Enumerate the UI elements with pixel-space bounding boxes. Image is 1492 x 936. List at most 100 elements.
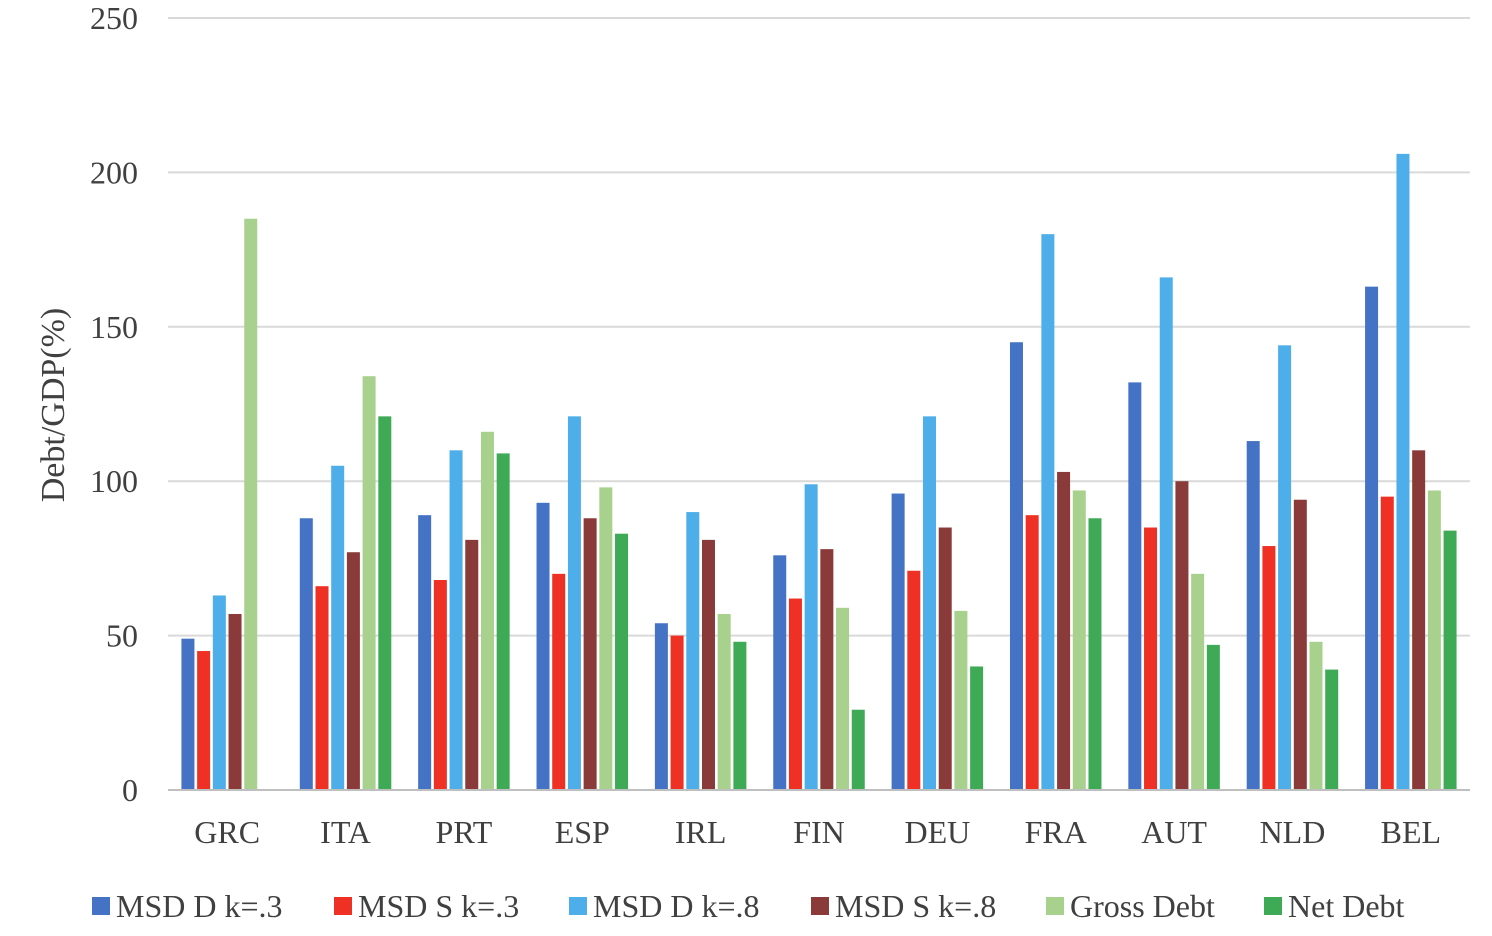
legend-swatch [1264,897,1282,915]
y-axis-label: Debt/GDP(%) [35,308,72,503]
bar-aut-series-6 [1206,644,1220,790]
bar-prt-series-5 [480,431,494,790]
legend-swatch [811,897,829,915]
bar-prt-series-6 [496,453,510,790]
bar-prt-series-3 [449,450,463,790]
legend-swatch [1046,897,1064,915]
bar-irl-series-5 [717,613,731,790]
bar-grc-series-4 [228,613,242,790]
bar-grc-series-2 [197,651,211,790]
x-axis-categories: GRC ITA PRT ESP IRL FIN DEU FRA AUT NLD BEL [194,814,1441,850]
bar-fin-series-4 [820,549,834,790]
bar-grc-series-5 [244,218,258,791]
legend-label: MSD S k=.3 [358,888,519,924]
bar-deu-series-3 [923,416,937,790]
legend: MSD D k=.3 MSD S k=.3 MSD D k=.8 MSD S k=.8… [92,888,1405,924]
bar-ita-series-1 [299,518,313,790]
x-category-label: DEU [904,814,970,850]
bar-irl-series-3 [686,512,700,790]
bar-fin-series-2 [788,598,802,790]
bar-ita-series-4 [346,552,360,790]
bar-aut-series-4 [1175,481,1189,790]
bar-ita-series-2 [315,586,329,790]
legend-swatch [92,897,110,915]
bar-esp-series-4 [583,518,597,790]
y-tick-label: 250 [90,0,138,36]
x-category-label: GRC [194,814,260,850]
y-tick-label: 0 [122,772,138,808]
legend-label: Net Debt [1288,888,1405,924]
bar-nld-series-3 [1278,345,1292,790]
bar-bel-series-5 [1427,490,1441,790]
bars [181,153,1457,791]
x-category-label: AUT [1141,814,1207,850]
bar-aut-series-2 [1144,527,1158,790]
bar-nld-series-2 [1262,546,1276,790]
legend-label: MSD D k=.3 [116,888,283,924]
y-tick-label: 50 [106,618,138,654]
bar-ita-series-3 [331,465,345,790]
bar-irl-series-2 [670,635,684,790]
bar-deu-series-1 [891,493,905,790]
bar-aut-series-3 [1159,277,1173,791]
bar-bel-series-1 [1365,286,1379,790]
bar-irl-series-6 [733,641,747,790]
bar-nld-series-5 [1309,641,1323,790]
bar-nld-series-6 [1325,669,1339,790]
bar-fin-series-6 [851,709,865,790]
bar-nld-series-1 [1246,441,1260,790]
bar-fra-series-2 [1025,515,1039,790]
x-category-label: BEL [1381,814,1441,850]
legend-label: Gross Debt [1070,888,1215,924]
legend-label: MSD D k=.8 [593,888,760,924]
x-category-label: ESP [555,814,610,850]
bar-fra-series-1 [1009,342,1023,790]
bar-bel-series-2 [1380,496,1394,790]
bar-prt-series-1 [418,515,432,790]
bar-esp-series-5 [599,487,613,790]
bar-irl-series-1 [654,623,668,790]
bar-fra-series-3 [1041,234,1055,790]
bar-esp-series-3 [567,416,581,790]
bar-bel-series-6 [1443,530,1457,790]
bar-fra-series-4 [1057,471,1071,790]
y-tick-label: 200 [90,154,138,190]
bar-ita-series-5 [362,376,376,790]
legend-label: MSD S k=.8 [835,888,996,924]
x-category-label: PRT [436,814,493,850]
bar-grc-series-1 [181,638,195,790]
bar-deu-series-4 [938,527,952,790]
legend-swatch [569,897,587,915]
bar-esp-series-2 [552,573,566,790]
bar-irl-series-4 [701,539,715,790]
bar-esp-series-1 [536,502,550,790]
bar-deu-series-6 [970,666,984,790]
bar-fin-series-5 [836,607,850,790]
bar-prt-series-2 [433,580,447,790]
bar-prt-series-4 [465,539,479,790]
bar-fin-series-3 [804,484,818,790]
bar-fra-series-5 [1072,490,1086,790]
x-category-label: IRL [675,814,727,850]
bar-grc-series-3 [212,595,226,790]
x-category-label: FRA [1025,814,1087,850]
y-tick-label: 150 [90,309,138,345]
bar-bel-series-3 [1396,153,1410,790]
bar-aut-series-1 [1128,382,1142,790]
x-category-label: NLD [1260,814,1326,850]
bar-esp-series-6 [615,533,629,790]
bar-nld-series-4 [1293,499,1307,790]
bar-deu-series-5 [954,610,968,790]
y-tick-label: 100 [90,463,138,499]
bar-deu-series-2 [907,570,921,790]
bar-fra-series-6 [1088,518,1102,790]
x-category-label: FIN [793,814,845,850]
bar-fin-series-1 [773,555,787,790]
bar-aut-series-5 [1191,573,1205,790]
x-category-label: ITA [320,814,371,850]
bar-bel-series-4 [1412,450,1426,790]
bar-ita-series-6 [378,416,392,790]
legend-swatch [334,897,352,915]
y-axis-ticks: 0 50 100 150 200 250 [90,0,138,808]
